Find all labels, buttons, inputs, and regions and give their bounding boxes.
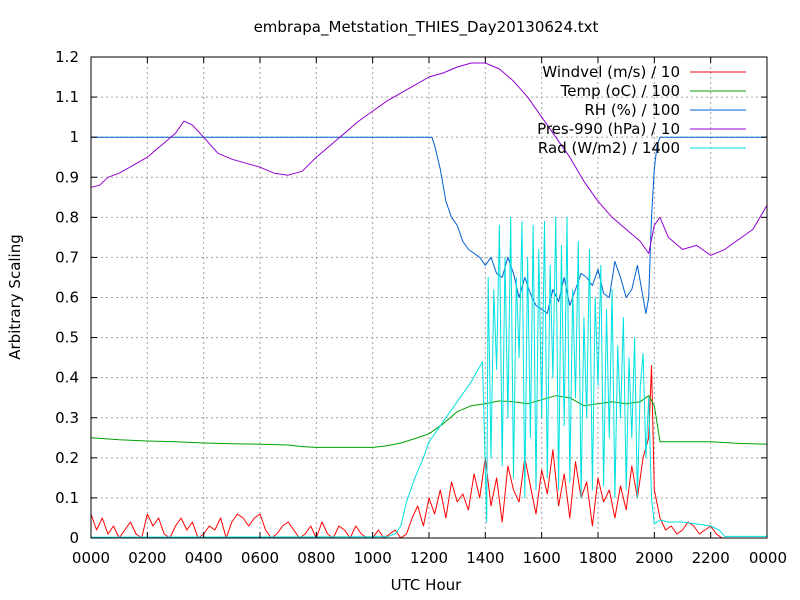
y-tick-label: 1.2 <box>55 48 79 66</box>
y-tick-label: 0.5 <box>55 329 79 347</box>
legend-label: Windvel (m/s) / 10 <box>542 63 680 81</box>
y-axis-label: Arbitrary Scaling <box>6 234 24 360</box>
series-line-1 <box>90 365 767 539</box>
y-tick-label: 1.1 <box>55 88 79 106</box>
x-tick-label: 0400 <box>185 549 223 567</box>
y-tick-label: 0.9 <box>55 168 79 186</box>
x-tick-label: 1400 <box>466 549 504 567</box>
series-line-2 <box>90 395 768 448</box>
y-tick-label: 0 <box>69 529 79 547</box>
series-line-5 <box>90 216 767 538</box>
y-tick-label: 0.2 <box>55 449 79 467</box>
axis-ticks: 0 0.1 0.2 0.3 0.4 0.5 0.6 0.7 0.8 0.9 1 1.1 1.2 0000 0… <box>55 48 787 567</box>
legend-label: RH (%) / 100 <box>584 101 680 119</box>
x-tick-label: 0600 <box>241 549 279 567</box>
x-tick-label: 2000 <box>635 549 673 567</box>
x-tick-label: 1000 <box>354 549 392 567</box>
y-tick-label: 0.3 <box>55 409 79 427</box>
x-tick-label: 0800 <box>297 549 335 567</box>
y-tick-label: 0.1 <box>55 489 79 507</box>
y-tick-label: 0.6 <box>55 289 79 307</box>
x-tick-label: 1600 <box>523 549 561 567</box>
x-tick-label: 1200 <box>410 549 448 567</box>
series-line-4 <box>90 62 768 256</box>
x-tick-label: 0000 <box>749 549 787 567</box>
y-tick-label: 0.7 <box>55 248 79 266</box>
legend-label: Rad (W/m2) / 1400 <box>538 139 680 157</box>
series-line-3 <box>91 136 767 314</box>
y-tick-label: 1 <box>69 128 79 146</box>
x-tick-label: 0000 <box>72 549 110 567</box>
chart-title: embrapa_Metstation_THIES_Day20130624.txt <box>254 18 599 37</box>
x-axis-label: UTC Hour <box>391 576 462 594</box>
y-tick-label: 0.4 <box>55 369 79 387</box>
series-layer <box>90 62 768 539</box>
legend-label: Temp (oC) / 100 <box>560 82 680 100</box>
x-tick-label: 1800 <box>579 549 617 567</box>
x-tick-label: 2200 <box>692 549 730 567</box>
x-tick-label: 0200 <box>128 549 166 567</box>
y-tick-label: 0.8 <box>55 208 79 226</box>
legend-label: Pres-990 (hPa) / 10 <box>537 120 680 138</box>
